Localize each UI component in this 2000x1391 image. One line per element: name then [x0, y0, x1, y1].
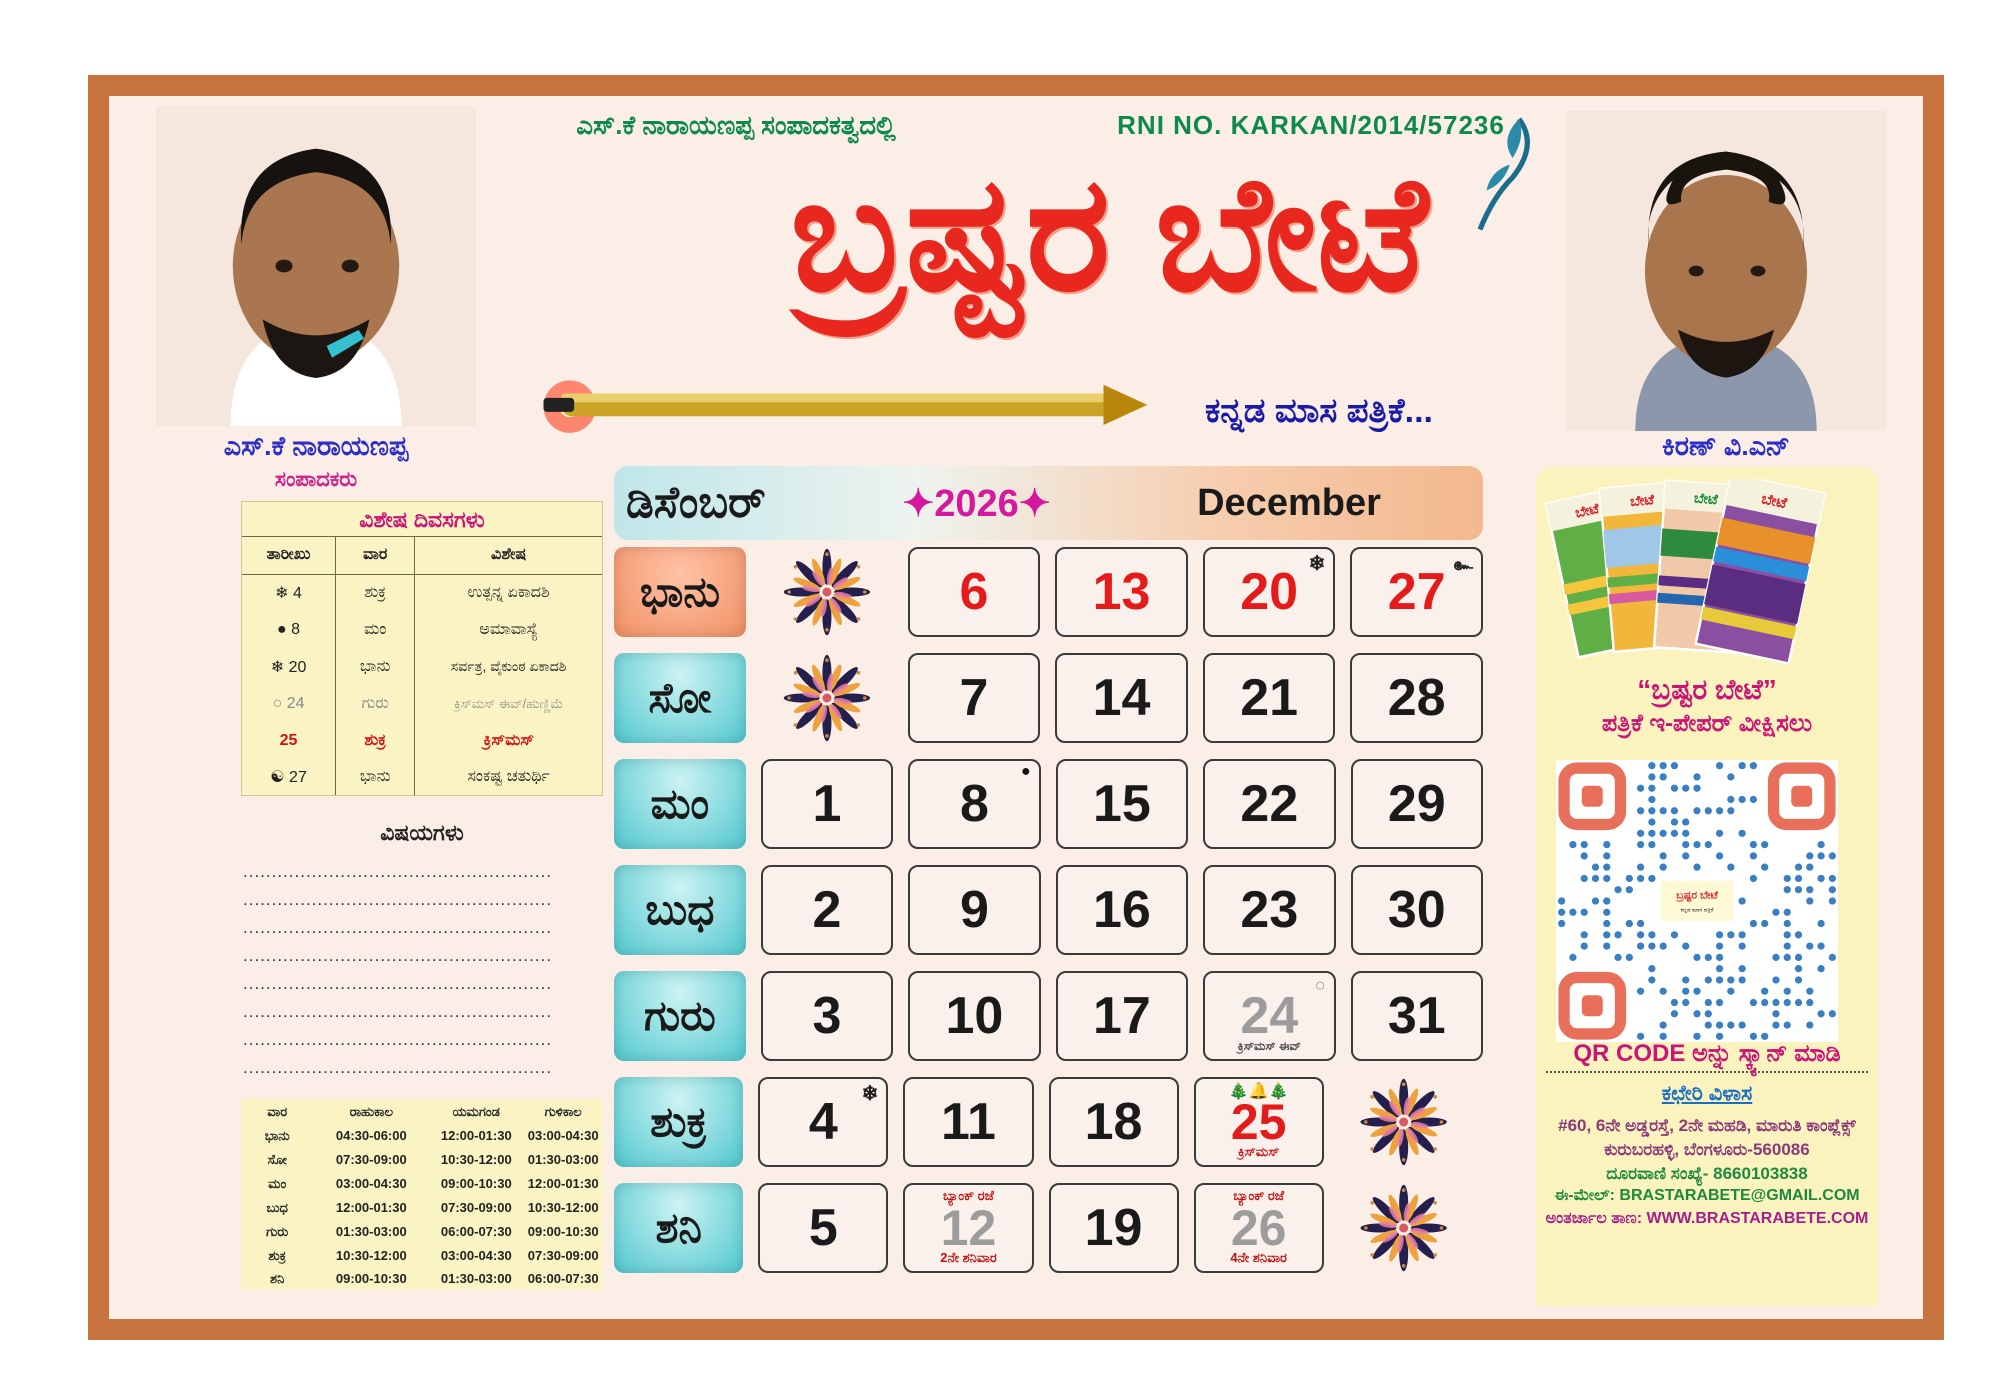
- svg-text:ಕನ್ನಡ ಮಾಸ ಪತ್ರಿಕೆ: ಕನ್ನಡ ಮಾಸ ಪತ್ರಿಕೆ: [1680, 907, 1714, 913]
- svg-text:ಬೇಟೆ: ಬೇಟೆ: [1629, 491, 1655, 509]
- svg-text:ಬ್ರಷ್ಟರ ಬೇಟೆ: ಬ್ರಷ್ಟರ ಬೇಟೆ: [1676, 891, 1718, 903]
- svg-text:ಬೇಟೆ: ಬೇಟೆ: [1693, 490, 1718, 508]
